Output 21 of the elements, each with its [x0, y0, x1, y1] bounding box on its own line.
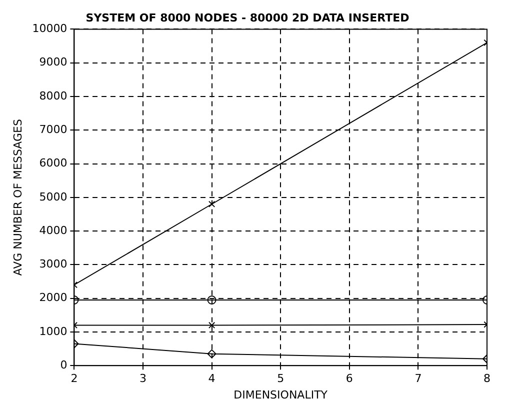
y-tick-label: 3000 [39, 258, 68, 271]
y-tick-label: 8000 [39, 89, 68, 102]
y-tick-label: 1000 [39, 324, 68, 338]
y-axis-title: AVG NUMBER OF MESSAGES [11, 119, 24, 276]
x-tick-label: 4 [208, 372, 216, 386]
y-tick-label: 7000 [39, 122, 68, 136]
y-tick-label: 2000 [39, 291, 68, 304]
y-tick-label: 0 [60, 358, 68, 372]
x-tick-label: 2 [70, 372, 78, 386]
y-tick-label: 6000 [39, 156, 68, 170]
x-tick-label: 6 [346, 372, 353, 386]
y-tick-label: 10000 [32, 22, 68, 36]
x-tick-label: 5 [277, 372, 284, 386]
chart-title: SYSTEM OF 8000 NODES - 80000 2D DATA INSERTED [86, 11, 410, 24]
x-axis-title: DIMENSIONALITY [234, 388, 328, 402]
y-tick-label: 5000 [39, 190, 68, 204]
x-tick-label: 3 [139, 372, 146, 386]
x-tick-label: 8 [484, 372, 490, 386]
y-tick-label: 4000 [39, 224, 68, 237]
y-tick-label: 9000 [39, 56, 68, 69]
x-tick-label: 7 [414, 372, 422, 386]
